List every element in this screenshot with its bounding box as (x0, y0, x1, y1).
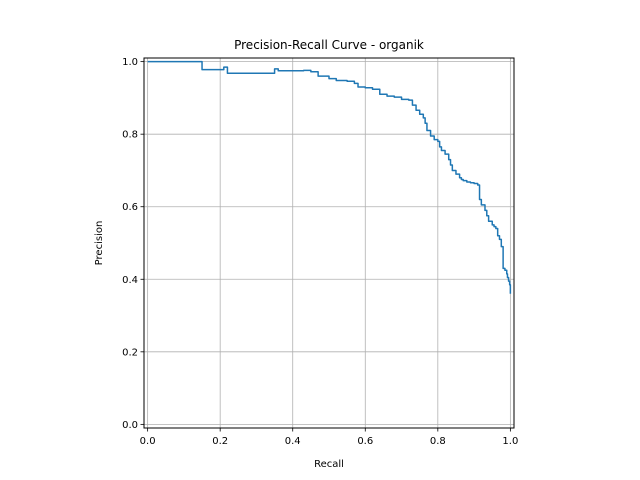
axes-frame (143, 57, 515, 429)
x-axis-ticks: 0.0 0.2 0.4 0.6 0.8 1.0 (140, 428, 518, 447)
y-tick-label: 0.6 (122, 202, 138, 213)
x-tick-label: 0.0 (140, 436, 156, 447)
chart-title: Precision-Recall Curve - organik (234, 38, 424, 52)
x-tick-label: 1.0 (502, 436, 518, 447)
pr-curve-line (147, 60, 512, 294)
x-tick-label: 0.8 (430, 436, 446, 447)
grid-lines (144, 58, 514, 428)
y-axis-label: Precision (94, 221, 105, 266)
y-tick-label: 1.0 (122, 57, 138, 68)
x-axis-label: Recall (314, 459, 344, 470)
x-tick-label: 0.2 (212, 436, 228, 447)
x-tick-label: 0.6 (357, 436, 373, 447)
y-axis-ticks: 0.0 0.2 0.4 0.6 0.8 1.0 (122, 57, 144, 431)
y-tick-label: 0.2 (122, 347, 138, 358)
y-tick-label: 0.0 (122, 420, 138, 431)
y-tick-label: 0.4 (122, 275, 138, 286)
x-tick-label: 0.4 (285, 436, 301, 447)
plot-area (147, 60, 512, 294)
y-tick-label: 0.8 (122, 130, 138, 141)
